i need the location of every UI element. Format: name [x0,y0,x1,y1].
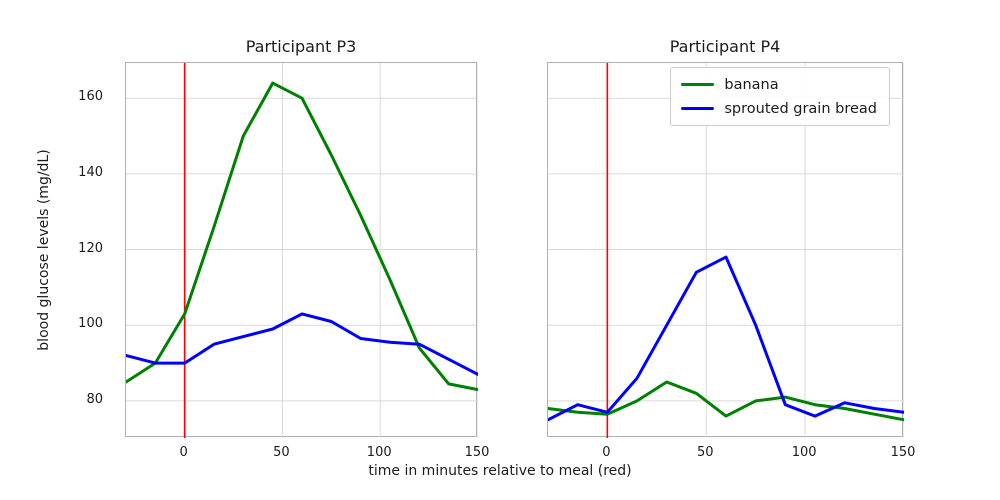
legend: banana sprouted grain bread [670,67,890,126]
axes-p3 [125,62,478,438]
y-tick-label: 160 [78,89,103,105]
series-line-banana [126,81,478,392]
legend-label: banana [724,76,779,93]
y-tick-label: 120 [78,240,103,256]
x-tick-label: 100 [366,445,392,460]
x-tick-label: 0 [179,445,188,460]
y-tick-label: 80 [86,391,103,407]
legend-line-swatch-banana [681,82,715,87]
series-line-sprouted-grain-bread [126,312,478,376]
y-tick-label: 100 [78,316,103,332]
x-axis-label: time in minutes relative to meal (red) [368,463,632,479]
plot-title-p3: Participant P3 [245,37,357,56]
legend-item-sprouted-grain-bread: sprouted grain bread [681,99,877,118]
legend-item-banana: banana [681,75,877,94]
x-tick-label: 100 [791,445,817,460]
axes-p4: banana sprouted grain bread [547,62,904,438]
x-tick-label: 150 [464,445,490,460]
legend-label: sprouted grain bread [724,100,877,117]
plot-area-p4 [548,63,904,438]
plot-area-p3 [126,63,478,438]
x-tick-label: 50 [273,445,290,460]
y-tick-label: 140 [78,164,103,180]
y-axis-label: blood glucose levels (mg/dL) [36,149,52,351]
series-line-banana [548,380,904,422]
series-line-sprouted-grain-bread [548,255,904,422]
x-tick-label: 150 [890,445,916,460]
legend-line-swatch-sprouted-grain-bread [681,106,715,111]
plot-title-p4: Participant P4 [669,37,781,56]
x-tick-label: 0 [602,445,611,460]
x-tick-label: 50 [696,445,714,460]
